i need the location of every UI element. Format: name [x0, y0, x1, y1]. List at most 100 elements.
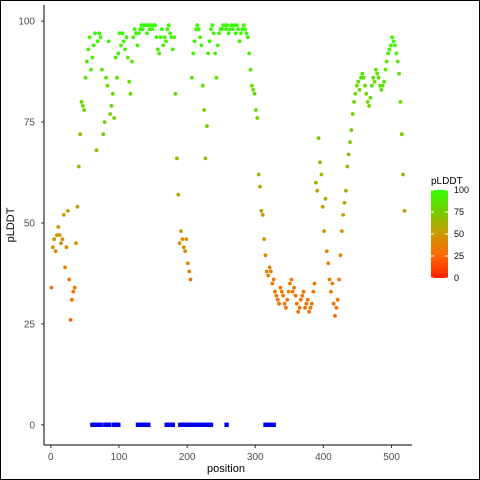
- plddt-point: [380, 83, 385, 88]
- blue-point: [170, 422, 175, 427]
- plddt-point: [188, 277, 193, 282]
- plddt-point: [297, 305, 302, 310]
- plddt-point: [87, 35, 92, 40]
- plddt-point: [335, 297, 340, 302]
- plddt-point: [342, 200, 347, 205]
- plddt-point: [271, 277, 276, 282]
- plddt-point: [364, 91, 369, 96]
- plddt-point: [256, 172, 261, 177]
- plddt-point: [401, 172, 405, 177]
- plddt-point: [243, 27, 247, 32]
- plddt-point: [100, 67, 104, 72]
- plddt-point: [146, 23, 151, 28]
- plddt-point: [210, 23, 215, 28]
- plddt-point: [220, 27, 224, 32]
- plddt-point: [320, 204, 325, 209]
- y-tick-label: 25: [24, 319, 36, 330]
- plddt-point: [89, 67, 93, 72]
- plddt-point: [214, 75, 219, 80]
- plddt-point: [211, 31, 216, 36]
- plddt-point: [255, 116, 260, 120]
- plddt-point: [161, 43, 166, 48]
- plddt-point: [117, 31, 122, 36]
- plddt-point: [312, 281, 317, 286]
- plddt-point: [170, 47, 175, 52]
- plddt-point: [172, 35, 177, 40]
- plddt-point: [262, 237, 266, 242]
- plddt-point: [237, 39, 242, 44]
- plddt-point: [308, 305, 313, 310]
- plddt-point: [56, 225, 61, 229]
- plddt-point: [349, 128, 354, 133]
- plddt-point: [241, 23, 246, 28]
- plddt-point: [397, 71, 401, 76]
- plddt-point: [292, 285, 296, 290]
- plddt-point: [177, 241, 182, 246]
- plddt-point: [330, 281, 335, 286]
- y-axis-title: pLDDT: [5, 207, 17, 242]
- plddt-point: [153, 23, 158, 28]
- plddt-point: [353, 91, 358, 96]
- plddt-point: [314, 180, 318, 185]
- plddt-point: [294, 301, 299, 306]
- plddt-point: [155, 47, 160, 52]
- plddt-point: [270, 281, 275, 286]
- legend-tick-label: 100: [454, 185, 469, 195]
- plddt-point: [341, 213, 346, 217]
- plddt-point: [184, 237, 189, 242]
- plddt-point: [60, 237, 65, 242]
- plddt-point: [289, 277, 294, 282]
- plddt-point: [345, 164, 350, 169]
- plddt-point: [352, 100, 356, 104]
- plddt-point: [97, 31, 102, 36]
- plddt-point: [326, 261, 331, 266]
- plddt-point: [160, 27, 164, 32]
- plddt-point: [395, 59, 400, 64]
- plddt-point: [299, 297, 303, 302]
- plddt-point: [191, 51, 196, 56]
- plddt-point: [149, 23, 153, 28]
- plddt-point: [344, 188, 348, 193]
- plddt-point: [49, 285, 54, 290]
- plddt-point: [252, 91, 257, 96]
- plddt-point: [382, 79, 386, 84]
- plddt-point: [374, 67, 378, 72]
- blue-point: [107, 422, 112, 427]
- plddt-point: [391, 39, 396, 44]
- plddt-point: [185, 261, 190, 266]
- plddt-point: [207, 39, 212, 44]
- plddt-point: [324, 249, 329, 254]
- plddt-point: [251, 87, 256, 92]
- plddt-point: [79, 100, 84, 104]
- plddt-point: [267, 265, 272, 270]
- axes: [43, 5, 412, 446]
- plddt-point: [390, 35, 395, 40]
- plddt-point: [282, 301, 287, 306]
- plddt-point: [245, 35, 250, 40]
- legend-ticks: 0 25 50 75 100: [431, 185, 469, 283]
- plddt-point: [138, 27, 143, 32]
- plddt-point: [337, 277, 341, 282]
- plddt-point: [205, 124, 209, 128]
- plddt-point: [64, 245, 69, 250]
- x-tick-label: 300: [247, 452, 264, 463]
- plddt-point: [394, 51, 399, 56]
- plddt-point: [198, 35, 203, 40]
- plddt-point: [74, 241, 78, 246]
- plddt-point: [228, 27, 232, 32]
- plddt-point: [247, 51, 252, 56]
- plddt-point: [196, 27, 201, 32]
- y-tick-label: 0: [29, 420, 35, 431]
- plddt-point: [393, 43, 397, 48]
- plddt-point: [165, 27, 170, 32]
- plddt-point: [233, 31, 238, 36]
- plddt-point: [71, 289, 76, 294]
- plddt-point: [356, 79, 361, 84]
- plddt-point: [386, 51, 390, 56]
- y-tick-label: 75: [24, 118, 36, 129]
- plddt-point: [127, 79, 132, 84]
- plddt-point: [145, 31, 149, 36]
- plddt-point: [78, 132, 82, 137]
- plddt-point: [202, 108, 207, 112]
- plddt-point: [338, 253, 343, 258]
